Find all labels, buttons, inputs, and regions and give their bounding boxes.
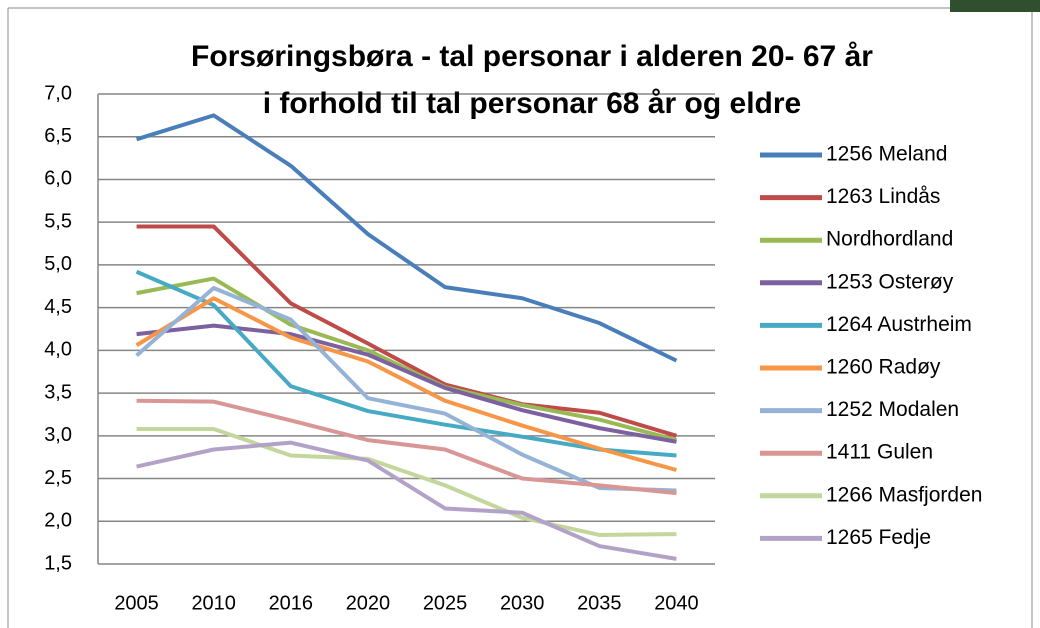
corner-box [950, 0, 1040, 12]
legend-label: 1263 Lindås [826, 185, 940, 208]
legend-label: 1253 Osterøy [826, 270, 954, 293]
x-tick-label: 2010 [191, 592, 236, 614]
series-line [135, 269, 677, 458]
y-tick-label: 3,0 [44, 424, 72, 446]
x-tick-label: 2025 [423, 592, 468, 614]
series-line [136, 440, 677, 561]
y-tick-label: 5,0 [44, 253, 72, 275]
legend-label: 1266 Masfjorden [826, 483, 982, 506]
y-tick-label: 7,0 [44, 82, 72, 104]
y-tick-label: 1,5 [44, 552, 72, 574]
x-tick-label: 2020 [346, 592, 391, 614]
legend-label: 1411 Gulen [826, 441, 933, 464]
y-tick-label: 6,5 [44, 125, 72, 147]
series-line [135, 113, 678, 363]
series-line [135, 285, 677, 493]
x-tick-label: 2016 [269, 592, 314, 614]
y-tick-label: 4,0 [44, 339, 72, 361]
x-tick-label: 2030 [500, 592, 545, 614]
legend-label: 1256 Meland [826, 143, 947, 166]
x-tick-label: 2040 [654, 592, 699, 614]
y-tick-label: 6,0 [44, 168, 72, 190]
y-tick-label: 2,0 [44, 510, 72, 532]
series-line [136, 224, 678, 438]
legend-label: 1265 Fedje [826, 526, 931, 549]
y-tick-label: 2,5 [44, 467, 72, 489]
legend-label: Nordhordland [826, 228, 953, 251]
series-line [136, 426, 677, 537]
y-tick-label: 5,5 [44, 210, 72, 232]
y-tick-label: 4,5 [44, 296, 72, 318]
y-tick-label: 3,5 [44, 381, 72, 403]
chart-title: Forsøringsbøra - tal personar i alderen … [191, 40, 873, 73]
series-line [136, 323, 677, 444]
legend-label: 1264 Austrheim [826, 313, 972, 336]
chart-title: i forhold til tal personar 68 år og eldr… [263, 87, 801, 120]
legend-label: 1252 Modalen [826, 398, 959, 421]
x-tick-label: 2035 [577, 592, 622, 614]
series-line [136, 276, 677, 443]
x-tick-label: 2005 [114, 592, 159, 614]
series-line [136, 398, 677, 496]
legend-label: 1260 Radøy [826, 356, 941, 379]
series-line [135, 296, 677, 472]
